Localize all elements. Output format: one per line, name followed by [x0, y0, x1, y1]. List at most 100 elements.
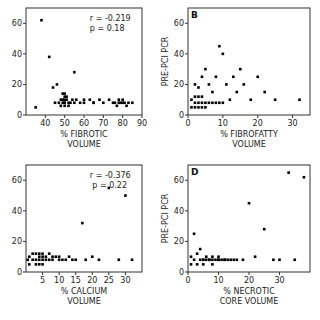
point [194, 95, 197, 98]
y-tick [185, 53, 188, 54]
point [208, 258, 211, 261]
x-tick [218, 272, 219, 275]
y-tick-label: 20 [12, 237, 22, 246]
x-tick [249, 272, 250, 275]
points [34, 19, 133, 109]
figure: 4050607080900204060% FIBROTICVOLUMEr = -… [0, 0, 320, 320]
point [114, 101, 117, 104]
point [131, 258, 134, 261]
y-tick-label: 40 [174, 207, 184, 216]
point [34, 106, 37, 109]
point [220, 258, 223, 261]
point [63, 92, 66, 95]
point [254, 255, 257, 258]
point [263, 91, 266, 94]
point [197, 95, 200, 98]
point [197, 86, 200, 89]
y-tick-label: 0 [179, 268, 184, 277]
point [208, 258, 211, 261]
point [54, 101, 57, 104]
point [205, 255, 208, 258]
point [242, 83, 245, 86]
point [194, 106, 197, 109]
x-tick-label: 30 [120, 276, 130, 285]
point [211, 263, 214, 266]
y-tick [23, 272, 26, 273]
x-tick-label: 25 [104, 276, 114, 285]
point [208, 83, 211, 86]
x-tick-label: 70 [98, 119, 108, 128]
y-tick-label: 60 [174, 19, 184, 28]
point [226, 258, 229, 261]
point [204, 101, 207, 104]
point [193, 232, 196, 235]
x-tick-label: 10 [218, 119, 228, 128]
text-line: CORE VOLUME [220, 297, 279, 306]
point [83, 98, 86, 101]
point [211, 101, 214, 104]
y-axis-label: PRE-PCI PCR [161, 36, 170, 86]
panel: 510152025300204060% CALCIUMVOLUMEr = -0.… [12, 165, 142, 306]
point [194, 83, 197, 86]
y-tick [23, 180, 26, 181]
x-axis-label: % FIBROFATTYVOLUME [220, 130, 278, 149]
point [217, 258, 220, 261]
x-tick [75, 272, 76, 275]
point [239, 68, 242, 71]
point [41, 258, 44, 261]
y-tick [185, 23, 188, 24]
y-tick-label: 20 [174, 80, 184, 89]
point [98, 258, 101, 261]
point [41, 255, 44, 258]
point [83, 101, 86, 104]
point [215, 75, 218, 78]
x-tick-label: 5 [40, 276, 45, 285]
y-tick-label: 20 [12, 80, 22, 89]
point [217, 258, 220, 261]
x-tick [45, 115, 46, 118]
x-tick [103, 115, 104, 118]
point [38, 255, 41, 258]
point [225, 83, 228, 86]
point [48, 252, 51, 255]
point [35, 252, 38, 255]
point [51, 255, 54, 258]
point [58, 258, 61, 261]
point [121, 98, 124, 101]
x-tick-label: 0 [185, 276, 190, 285]
point [28, 263, 31, 266]
panel-label: B [191, 10, 198, 20]
x-tick-label: 40 [40, 119, 50, 128]
point [232, 258, 235, 261]
point [118, 258, 121, 261]
point [263, 228, 266, 231]
point [190, 98, 193, 101]
point [71, 98, 74, 101]
y-tick [23, 53, 26, 54]
x-tick-label: 20 [253, 119, 263, 128]
point [108, 98, 111, 101]
point [124, 194, 127, 197]
x-tick-label: 10 [213, 276, 223, 285]
x-axis-label: % FIBROTICVOLUME [60, 130, 108, 149]
point [211, 91, 214, 94]
point [38, 263, 41, 266]
x-tick-label: 10 [54, 276, 64, 285]
x-tick [92, 272, 93, 275]
point [223, 258, 226, 261]
point [35, 258, 38, 261]
text-line: % FIBROFATTY [220, 130, 278, 139]
point [98, 98, 101, 101]
point [63, 101, 66, 104]
plot-frame [26, 8, 142, 115]
text-line: r = -0.376 [90, 171, 131, 180]
y-tick [185, 272, 188, 273]
points [190, 171, 305, 265]
point [31, 258, 34, 261]
point [222, 53, 225, 56]
text-line: % NECROTIC [223, 287, 275, 296]
point [229, 258, 232, 261]
y-axis-label: PRE-PCI PCR [161, 193, 170, 243]
x-tick-label: 60 [79, 119, 89, 128]
plot-frame [26, 165, 142, 272]
